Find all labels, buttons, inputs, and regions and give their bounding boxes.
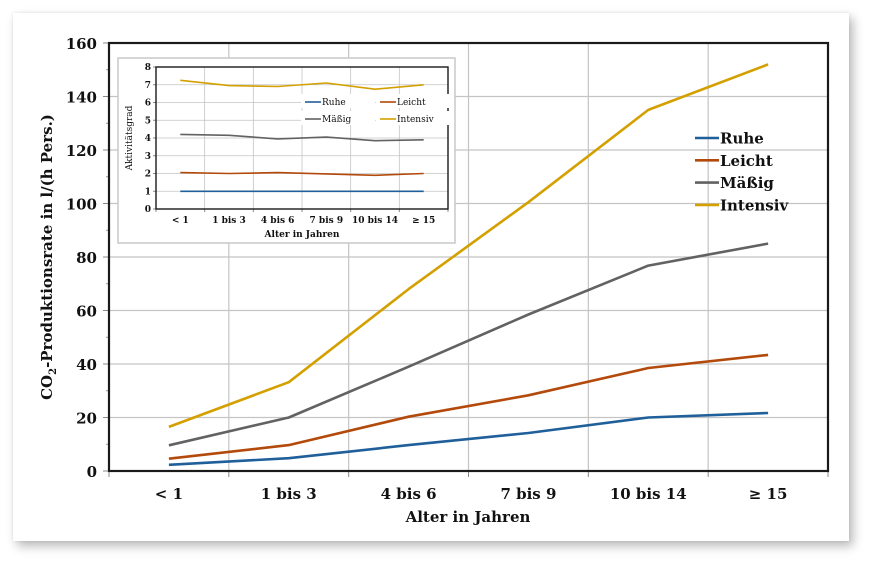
y-tick-label: 60 — [76, 303, 97, 321]
x-tick-label: ≥ 15 — [749, 485, 788, 503]
plot-frame — [107, 41, 830, 473]
series-line-leicht — [180, 171, 424, 177]
y-tick-label: 1 — [145, 187, 151, 197]
series-line-intensiv — [180, 79, 424, 90]
x-tick-label: < 1 — [155, 485, 183, 503]
series-line-mäßig — [168, 242, 769, 447]
legend-bg — [376, 111, 450, 125]
main-legend: Ruhe Leicht Mäßig Intensiv — [695, 130, 789, 214]
inset-y-tick-labels: 0 1 2 3 4 5 6 7 8 — [145, 63, 151, 215]
inset-legend-label-ruhe: Ruhe — [322, 98, 346, 108]
y-tick-label: 6 — [145, 99, 151, 109]
series-line-intensiv — [168, 63, 769, 429]
inset-y-axis-title: Aktivitätsgrad — [125, 105, 135, 171]
inset-legend: Ruhe Leicht Mäßig Intensiv — [301, 94, 450, 125]
y-tick-label: 100 — [66, 196, 97, 214]
main-x-axis-title: Alter in Jahren — [405, 508, 531, 526]
inset-series-lines — [180, 79, 424, 193]
main-series-lines — [168, 63, 769, 467]
y-tick-label: 20 — [76, 410, 97, 428]
y-tick-label: 40 — [76, 356, 97, 374]
series-line-mäßig — [180, 133, 424, 142]
legend-label-ruhe: Ruhe — [720, 130, 764, 148]
y-tick-label: 4 — [145, 134, 151, 144]
legend-label-mäßig: Mäßig — [720, 174, 774, 192]
inset-x-axis-title: Alter in Jahren — [264, 230, 340, 240]
inset-legend-label-mäßig: Mäßig — [322, 115, 351, 125]
y-tick-label: 140 — [66, 89, 97, 107]
y-tick-label: 8 — [145, 63, 151, 73]
x-tick-label: 1 bis 3 — [261, 485, 317, 503]
main-axes — [103, 41, 830, 477]
y-tick-label: 160 — [66, 35, 97, 53]
main-y-axis-title: CO2-Produktionsrate in l/(h Pers.) — [38, 114, 59, 400]
x-tick-label: 10 bis 14 — [610, 485, 687, 503]
legend-label-leicht: Leicht — [720, 152, 773, 170]
y-tick-label: 0 — [145, 205, 151, 215]
x-tick-label: 1 bis 3 — [212, 216, 246, 226]
legend-bg — [301, 94, 375, 108]
inset-chart: 0 1 2 3 4 5 6 7 8 < 1 1 bis 3 4 bis 6 7 bis 9 10 bis… — [117, 57, 456, 244]
y-tick-label: 2 — [145, 170, 151, 180]
inset-x-tick-labels: < 1 1 bis 3 4 bis 6 7 bis 9 10 bis 14 ≥ 15 — [172, 216, 435, 226]
legend-bg — [376, 94, 450, 108]
plot-frame — [155, 66, 449, 210]
y-tick-label: 0 — [87, 463, 97, 481]
x-tick-label: 4 bis 6 — [261, 216, 295, 226]
series-line-leicht — [168, 353, 769, 460]
x-tick-label: 7 bis 9 — [310, 216, 344, 226]
y-tick-label: 80 — [76, 249, 97, 267]
series-line-ruhe — [168, 411, 769, 467]
inset-legend-label-leicht: Leicht — [397, 98, 426, 108]
inset-legend-label-intensiv: Intensiv — [397, 115, 435, 125]
x-tick-label: 4 bis 6 — [381, 485, 437, 503]
inset-frame — [117, 57, 456, 244]
y-tick-label: 120 — [66, 142, 97, 160]
y-tick-label: 7 — [145, 81, 151, 91]
x-tick-label: 10 bis 14 — [352, 216, 398, 226]
legend-bg — [301, 111, 375, 125]
main-x-tick-labels: < 1 1 bis 3 4 bis 6 7 bis 9 10 bis 14 ≥ 15 — [155, 485, 788, 503]
inset-axes — [153, 66, 449, 212]
x-tick-label: ≥ 15 — [412, 216, 435, 226]
y-tick-label: 3 — [145, 152, 151, 162]
main-y-tick-labels: 0 20 40 60 80 100 120 140 160 — [66, 35, 97, 481]
x-tick-label: 7 bis 9 — [500, 485, 556, 503]
y-tick-label: 5 — [145, 116, 151, 126]
legend-label-intensiv: Intensiv — [720, 196, 789, 214]
x-tick-label: < 1 — [172, 216, 189, 226]
